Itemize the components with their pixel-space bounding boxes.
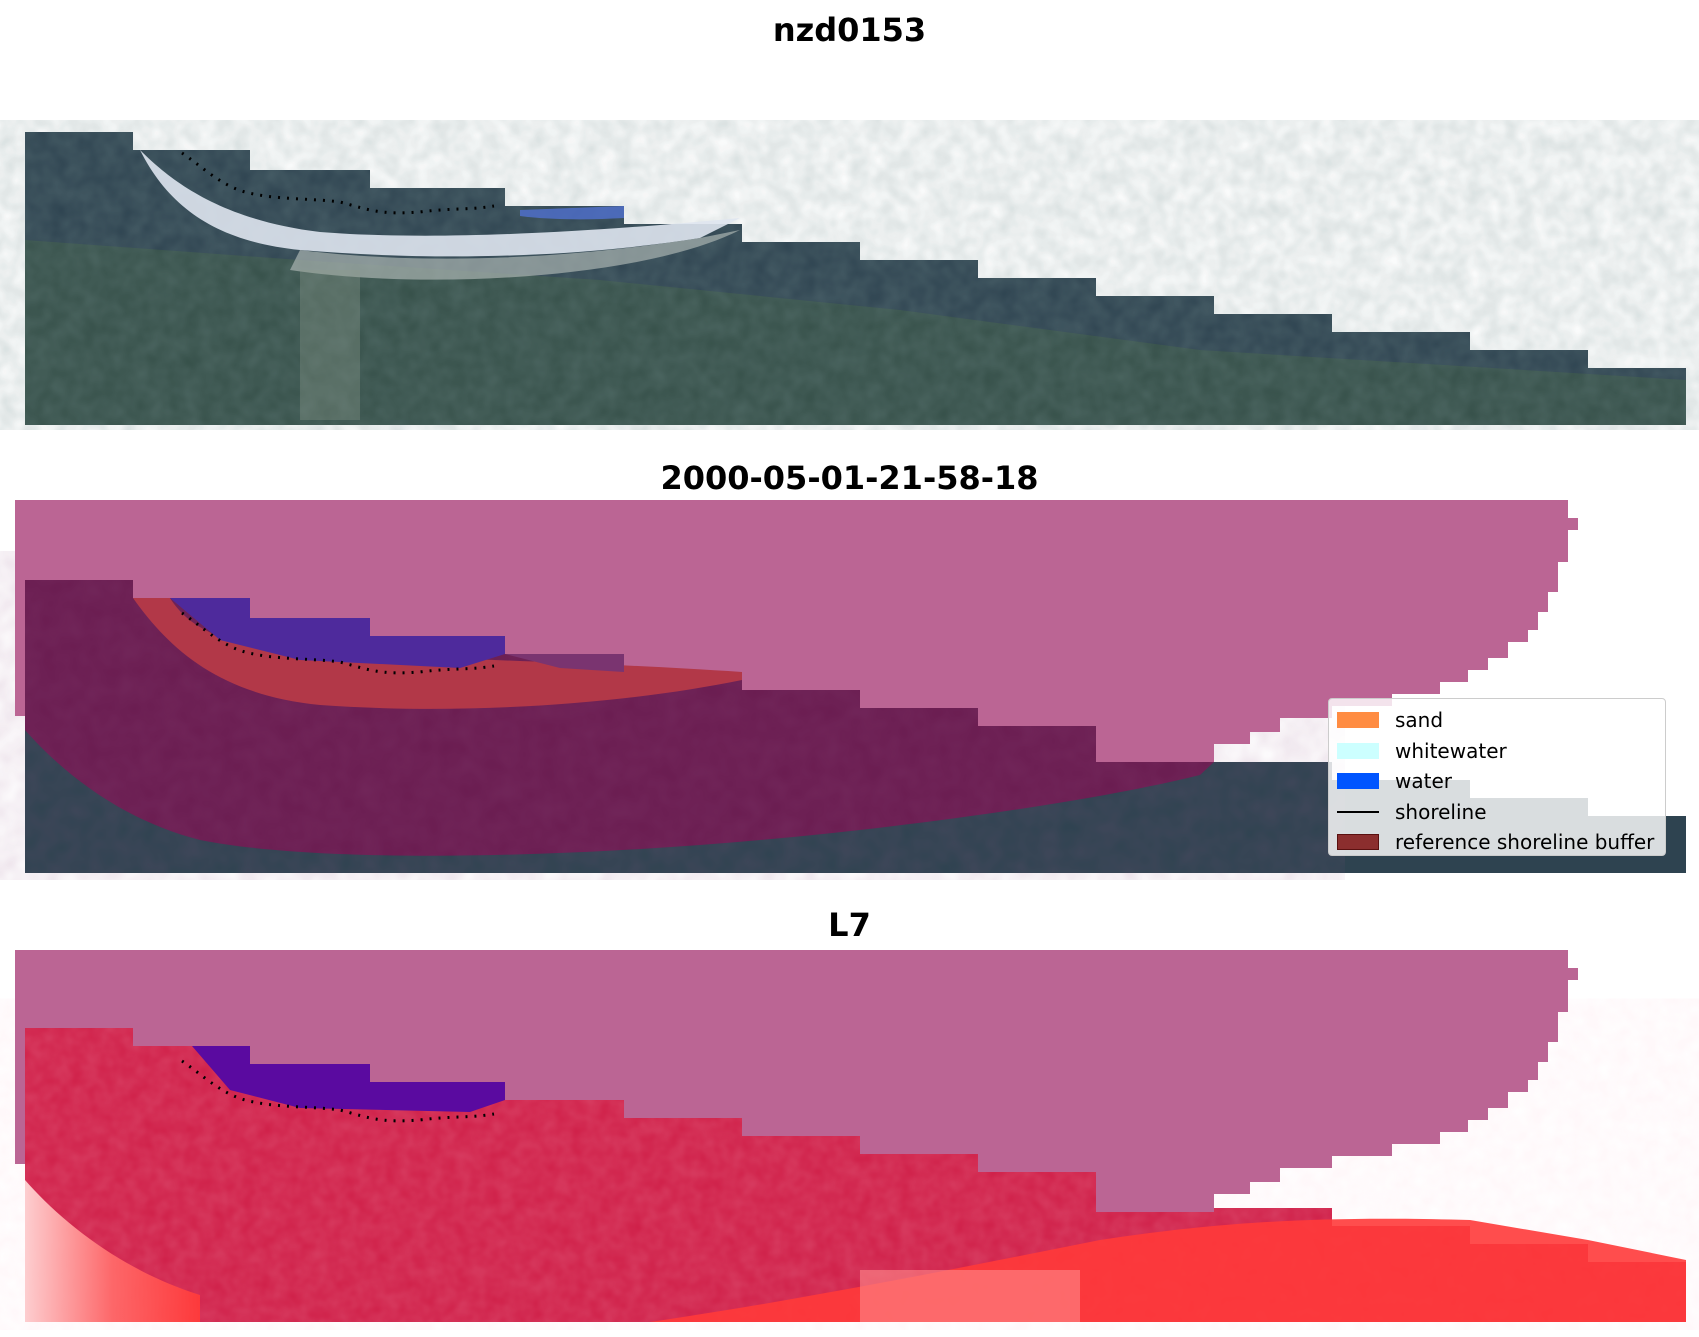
no-data-mask xyxy=(15,500,1578,762)
rgb-image xyxy=(25,132,1686,425)
wet-sand xyxy=(290,230,740,280)
shoreline xyxy=(181,151,495,215)
legend-label-sand: sand xyxy=(1395,708,1444,733)
water-class xyxy=(170,598,505,668)
bright-bare-area xyxy=(25,1180,200,1322)
legend: sand whitewater water shoreline referenc… xyxy=(1328,698,1666,856)
beach-sand xyxy=(140,150,740,257)
legend-swatch-buffer xyxy=(1337,834,1379,851)
texture-overlay xyxy=(25,132,1686,425)
classification-image xyxy=(15,500,1686,873)
no-data-mask xyxy=(15,950,1578,1212)
panel-title-satellite: L7 xyxy=(828,906,871,944)
legend-item-shoreline: shoreline xyxy=(1337,797,1665,828)
nir-image xyxy=(15,950,1686,1322)
legend-swatch-whitewater xyxy=(1337,742,1379,759)
water-class xyxy=(192,1046,505,1112)
legend-label-whitewater: whitewater xyxy=(1395,738,1507,763)
legend-label-shoreline: shoreline xyxy=(1395,799,1487,824)
legend-line-shoreline xyxy=(1337,810,1379,813)
legend-item-sand: sand xyxy=(1337,705,1665,736)
legend-label-buffer: reference shoreline buffer xyxy=(1395,830,1655,855)
legend-swatch-sand xyxy=(1337,712,1379,729)
sand-class xyxy=(133,598,742,709)
river-patch xyxy=(300,270,360,420)
legend-label-water: water xyxy=(1395,769,1452,794)
shoreline xyxy=(181,611,495,675)
bright-patch xyxy=(860,1270,1080,1322)
legend-item-whitewater: whitewater xyxy=(1337,736,1665,767)
legend-item-water: water xyxy=(1337,766,1665,797)
water-class-edge xyxy=(505,654,624,672)
legend-item-buffer: reference shoreline buffer xyxy=(1337,827,1665,858)
legend-swatch-water xyxy=(1337,773,1379,790)
shoreline xyxy=(181,1059,495,1123)
panel-title-rgb: nzd0153 xyxy=(772,11,927,49)
panel-title-date: 2000-05-01-21-58-18 xyxy=(660,459,1039,497)
water-strip xyxy=(520,206,624,220)
